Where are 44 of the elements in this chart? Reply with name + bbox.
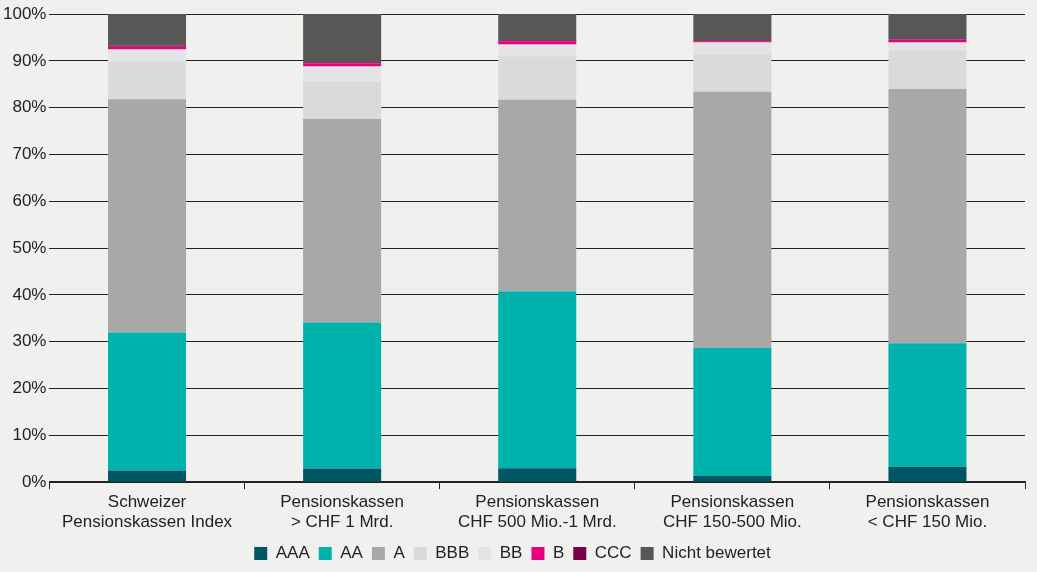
y-tick-label: 40%: [12, 284, 47, 304]
bar: [108, 332, 187, 471]
bar: [303, 322, 382, 469]
legend-label: AA: [340, 543, 364, 563]
y-tick-label: 0%: [21, 471, 47, 491]
y-tick-label: 70%: [12, 144, 47, 164]
y-tick-label: 80%: [12, 97, 47, 117]
y-tick-label: 20%: [12, 378, 47, 398]
legend-label: BBB: [435, 543, 470, 563]
bar: [693, 14, 772, 41]
y-tick-label: 10%: [12, 425, 47, 445]
y-tick-label: 90%: [12, 50, 47, 70]
bar: [303, 118, 382, 323]
bar: [888, 466, 967, 482]
bar: [888, 88, 967, 344]
legend-label: BB: [499, 543, 523, 563]
bar: [108, 99, 187, 333]
y-tick-label: 100%: [3, 3, 47, 23]
x-tick-label: Pensionskassen CHF 500 Mio.-1 Mrd.: [457, 492, 617, 532]
bar: [108, 14, 187, 46]
bar: [693, 347, 772, 477]
legend-label: A: [393, 543, 406, 563]
legend-label: B: [552, 543, 565, 563]
bar: [303, 468, 382, 482]
bar: [303, 14, 382, 63]
x-tick-label: Pensionskassen < CHF 150 Mio.: [865, 492, 990, 532]
legend-label: AAA: [275, 543, 311, 563]
x-tick-label: Pensionskassen > CHF 1 Mrd.: [280, 492, 405, 532]
y-tick-label: 30%: [12, 331, 47, 351]
x-tick-label: Schweizer Pensionskassen Index: [61, 492, 233, 532]
legend-label: CCC: [594, 543, 632, 563]
y-tick-label: 50%: [12, 237, 47, 257]
bar: [888, 343, 967, 467]
bar: [498, 14, 577, 41]
bar: [498, 468, 577, 482]
bar: [693, 91, 772, 348]
bar: [498, 291, 577, 469]
x-tick-label: Pensionskassen CHF 150-500 Mio.: [662, 492, 802, 532]
bar: [693, 476, 772, 482]
y-tick-label: 60%: [12, 190, 47, 210]
legend-label: Nicht bewertet: [662, 543, 772, 563]
bar: [888, 14, 967, 40]
bar: [498, 99, 577, 292]
bar: [108, 470, 187, 482]
